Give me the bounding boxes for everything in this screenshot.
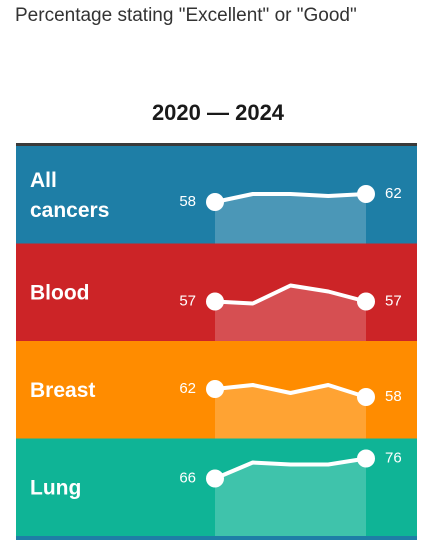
chart-subtitle: Percentage stating "Excellent" or "Good" xyxy=(15,5,357,26)
end-point-marker xyxy=(357,388,375,406)
start-point-marker xyxy=(206,469,224,488)
series-line xyxy=(213,192,368,204)
start-value-label: 57 xyxy=(179,293,196,310)
row-background xyxy=(16,243,417,341)
series-line xyxy=(213,283,368,306)
series-name-line: cancers xyxy=(30,199,109,222)
series-name-label: Lung xyxy=(30,476,81,499)
start-point-marker xyxy=(206,292,224,311)
series-name-line: All xyxy=(30,169,57,192)
series-name-line: Blood xyxy=(30,281,89,304)
end-point-marker xyxy=(357,185,375,203)
end-value-label: 57 xyxy=(385,293,402,310)
series-name-line: Breast xyxy=(30,379,95,402)
series-line xyxy=(213,456,368,481)
series-line xyxy=(213,383,368,399)
start-value-label: 58 xyxy=(179,193,196,210)
start-value-label: 66 xyxy=(179,470,196,487)
series-area xyxy=(215,385,366,439)
series-row-all-cancers: 58 62 All cancers xyxy=(16,146,417,244)
year-range-header: 2020 — 2024 xyxy=(151,100,285,125)
end-point-marker xyxy=(357,449,375,468)
series-area xyxy=(215,194,366,244)
next-row-strip xyxy=(16,536,417,540)
series-name-line: Lung xyxy=(30,476,81,499)
end-point-marker xyxy=(357,292,375,311)
series-area xyxy=(215,458,366,536)
end-value-label: 62 xyxy=(385,185,402,202)
start-point-marker xyxy=(206,193,224,211)
end-value-label: 58 xyxy=(385,388,402,405)
start-point-marker xyxy=(206,380,224,398)
series-name-label: Blood xyxy=(30,281,89,304)
series-area xyxy=(215,285,366,341)
series-row-blood: 57 57 Blood xyxy=(16,243,417,341)
start-value-label: 62 xyxy=(179,380,196,397)
end-value-label: 76 xyxy=(385,450,402,467)
series-row-lung: 66 76 Lung xyxy=(16,438,417,536)
series-name-label: Breast xyxy=(30,379,95,402)
series-row-breast: 62 58 Breast xyxy=(16,341,417,439)
series-name-label: All cancers xyxy=(30,169,109,222)
header-rule xyxy=(16,143,417,146)
